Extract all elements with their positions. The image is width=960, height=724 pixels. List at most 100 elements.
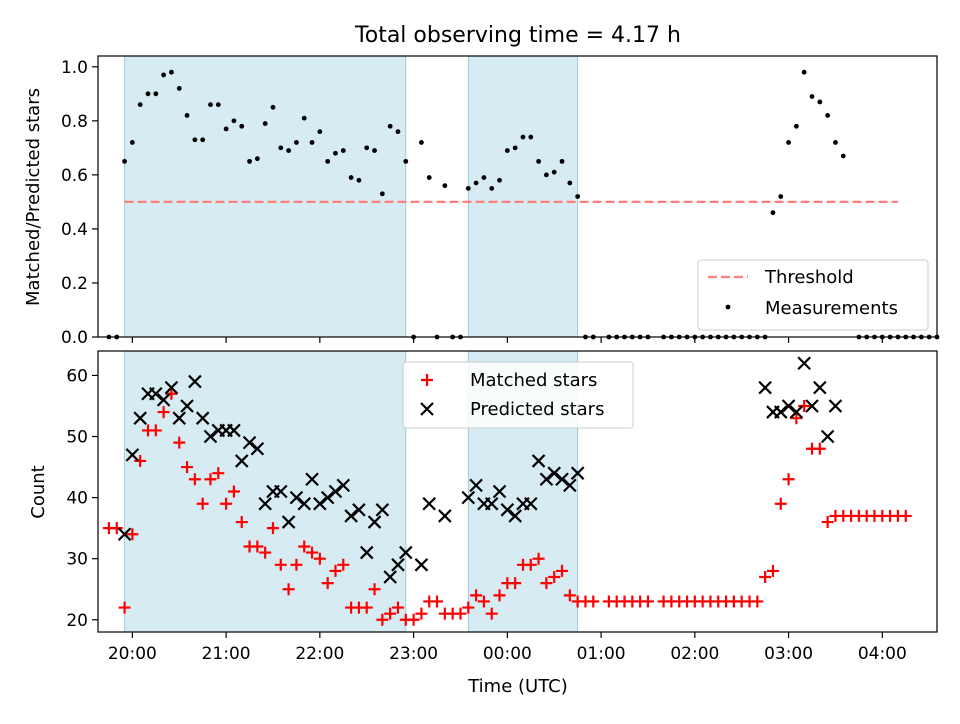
predicted-star-point bbox=[328, 484, 343, 499]
measurement-point bbox=[200, 137, 206, 143]
matched-star-point bbox=[235, 516, 248, 529]
predicted-star-point bbox=[352, 503, 366, 517]
predicted-star-point bbox=[125, 448, 140, 462]
matched-star-point bbox=[384, 607, 397, 620]
measurement-point bbox=[192, 137, 198, 143]
legend-measurements-swatch bbox=[725, 304, 731, 310]
measurement-point bbox=[372, 148, 377, 153]
predicted-star-point bbox=[492, 484, 507, 499]
predicted-star-point bbox=[828, 399, 843, 413]
x-tick-label: 01:00 bbox=[577, 644, 626, 664]
measurement-point bbox=[544, 172, 549, 178]
measurement-point bbox=[294, 140, 299, 145]
predicted-star-point bbox=[813, 380, 827, 395]
matched-star-point bbox=[110, 522, 123, 535]
y-tick-label: 1.0 bbox=[61, 58, 88, 78]
predicted-star-point bbox=[469, 478, 483, 493]
predicted-star-point bbox=[461, 490, 476, 505]
y-tick-label: 0.6 bbox=[61, 166, 88, 186]
matched-star-point bbox=[454, 607, 467, 620]
measurement-point bbox=[231, 118, 237, 124]
measurement-point bbox=[528, 134, 534, 140]
predicted-star-point bbox=[313, 496, 327, 511]
matched-star-point bbox=[774, 497, 787, 510]
matched-star-point bbox=[165, 387, 178, 400]
predicted-star-point bbox=[258, 496, 272, 511]
matched-star-point bbox=[587, 595, 600, 608]
matched-star-point bbox=[431, 595, 444, 608]
measurement-point bbox=[254, 156, 260, 162]
matched-star-point bbox=[368, 583, 381, 596]
predicted-star-point bbox=[805, 399, 819, 413]
x-tick-label: 20:00 bbox=[108, 644, 157, 664]
predicted-star-point bbox=[773, 405, 788, 419]
measurement-point bbox=[801, 69, 807, 75]
measurement-point bbox=[137, 102, 143, 108]
predicted-star-point bbox=[438, 509, 452, 523]
measurement-point bbox=[395, 129, 401, 135]
legend-predicted-label: Predicted stars bbox=[470, 399, 604, 420]
predicted-star-point bbox=[508, 509, 522, 523]
y-tick-label: 0.0 bbox=[61, 328, 88, 348]
predicted-star-point bbox=[359, 545, 374, 560]
predicted-star-point bbox=[375, 503, 390, 517]
matched-star-point bbox=[337, 558, 350, 571]
chart-title: Total observing time = 4.17 h bbox=[354, 23, 681, 48]
measurement-point bbox=[286, 148, 292, 153]
measurement-point bbox=[778, 194, 784, 199]
predicted-star-point bbox=[570, 466, 585, 480]
matched-star-point bbox=[470, 589, 483, 602]
measurement-point bbox=[247, 158, 252, 164]
measurement-point bbox=[239, 123, 245, 129]
measurement-point bbox=[442, 183, 448, 189]
bottom-y-axis-label: Count bbox=[28, 465, 49, 518]
matched-star-point bbox=[790, 412, 803, 425]
measurement-point bbox=[317, 129, 323, 135]
predicted-star-point bbox=[289, 490, 304, 505]
measurement-point bbox=[817, 99, 823, 105]
measurement-point bbox=[176, 86, 182, 91]
matched-star-point bbox=[204, 473, 217, 486]
matched-star-point bbox=[306, 546, 319, 559]
predicted-star-point bbox=[391, 558, 405, 572]
predicted-star-point bbox=[344, 509, 358, 523]
predicted-star-point bbox=[797, 356, 811, 370]
matched-star-point bbox=[899, 509, 912, 522]
predicted-star-point bbox=[484, 496, 499, 511]
measurement-point bbox=[122, 158, 127, 164]
matched-star-point bbox=[407, 613, 420, 626]
predicted-star-point bbox=[336, 478, 351, 493]
measurement-point bbox=[161, 72, 167, 78]
measurement-point bbox=[270, 104, 276, 110]
matched-star-point bbox=[641, 595, 654, 608]
matched-star-point bbox=[196, 497, 209, 510]
y-tick-label: 40 bbox=[66, 489, 88, 509]
measurement-point bbox=[426, 175, 432, 180]
predicted-star-point bbox=[117, 527, 132, 542]
predicted-star-point bbox=[539, 472, 554, 487]
y-tick-label: 30 bbox=[66, 550, 88, 570]
legend-measurements-label: Measurements bbox=[765, 298, 898, 319]
predicted-star-point bbox=[227, 423, 241, 438]
predicted-star-point bbox=[820, 429, 835, 444]
predicted-star-point bbox=[195, 411, 210, 425]
predicted-star-point bbox=[242, 435, 257, 450]
x-tick-label: 03:00 bbox=[764, 644, 813, 664]
matched-star-point bbox=[149, 424, 162, 437]
measurement-point bbox=[833, 140, 838, 145]
measurement-point bbox=[184, 113, 190, 118]
measurement-point bbox=[387, 123, 393, 129]
matched-star-point bbox=[532, 552, 545, 565]
matched-star-point bbox=[220, 497, 233, 510]
y-tick-label: 50 bbox=[66, 428, 88, 448]
top-y-axis-label: Matched/Predicted stars bbox=[23, 88, 44, 306]
matched-star-point bbox=[321, 577, 334, 590]
observing-interval bbox=[124, 55, 407, 338]
matched-star-point bbox=[173, 436, 186, 449]
bottom-legend: Matched stars Predicted stars bbox=[402, 361, 634, 429]
legend-threshold-label: Threshold bbox=[764, 267, 854, 288]
matched-star-point bbox=[157, 406, 170, 419]
measurement-point bbox=[215, 102, 221, 108]
measurement-point bbox=[465, 185, 471, 191]
